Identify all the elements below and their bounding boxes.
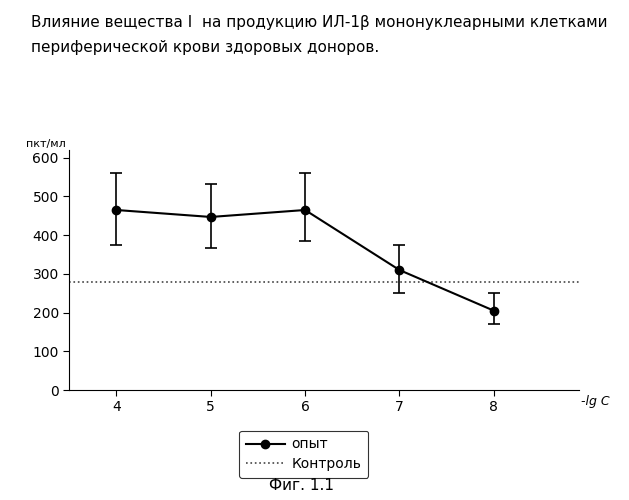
Text: -lg C: -lg C [581,395,610,408]
Text: Влияние вещества I  на продукцию ИЛ-1β мононуклеарными клетками
периферической к: Влияние вещества I на продукцию ИЛ-1β мо… [31,15,608,54]
Legend: опыт, Контроль: опыт, Контроль [239,430,369,478]
Text: пкт/мл: пкт/мл [26,139,65,149]
Text: Фиг. 1.1: Фиг. 1.1 [269,478,335,492]
